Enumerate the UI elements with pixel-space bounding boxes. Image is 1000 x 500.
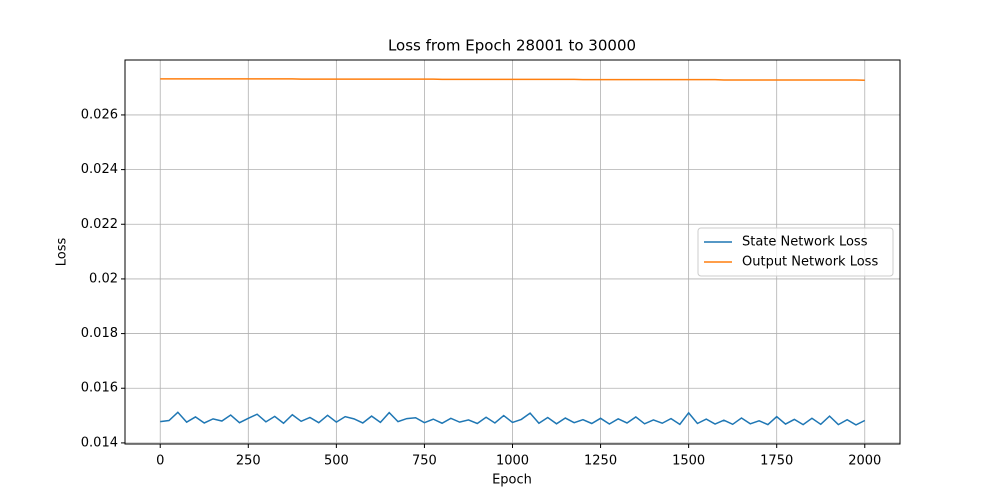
x-tick-label: 500 <box>324 454 349 469</box>
y-axis-label: Loss <box>55 238 70 267</box>
x-tick-label: 1750 <box>760 454 793 469</box>
legend-box <box>697 227 894 277</box>
y-tick-label: 0.016 <box>81 381 118 396</box>
x-tick-label: 0 <box>156 454 164 469</box>
x-tick-label: 750 <box>412 454 437 469</box>
series-line <box>160 78 865 81</box>
y-tick-label: 0.02 <box>89 271 118 286</box>
x-tick-label: 1500 <box>672 454 705 469</box>
y-tick-label: 0.026 <box>81 107 118 122</box>
plot-frame <box>124 59 901 445</box>
x-tick-label: 250 <box>236 454 261 469</box>
x-tick-label: 1250 <box>584 454 617 469</box>
chart-title: Loss from Epoch 28001 to 30000 <box>388 37 636 55</box>
legend-label: State Network Loss <box>742 235 868 250</box>
y-tick-label: 0.022 <box>81 217 118 232</box>
x-tick-label: 1000 <box>496 454 529 469</box>
series-line <box>160 411 866 426</box>
y-tick-label: 0.014 <box>81 435 118 450</box>
y-tick-label: 0.024 <box>81 162 118 177</box>
x-tick-label: 2000 <box>848 454 881 469</box>
legend: State Network Loss Output Network Loss <box>697 227 894 277</box>
y-tick-label: 0.018 <box>81 326 118 341</box>
legend-label: Output Network Loss <box>742 255 878 270</box>
x-axis-label: Epoch <box>492 473 532 488</box>
